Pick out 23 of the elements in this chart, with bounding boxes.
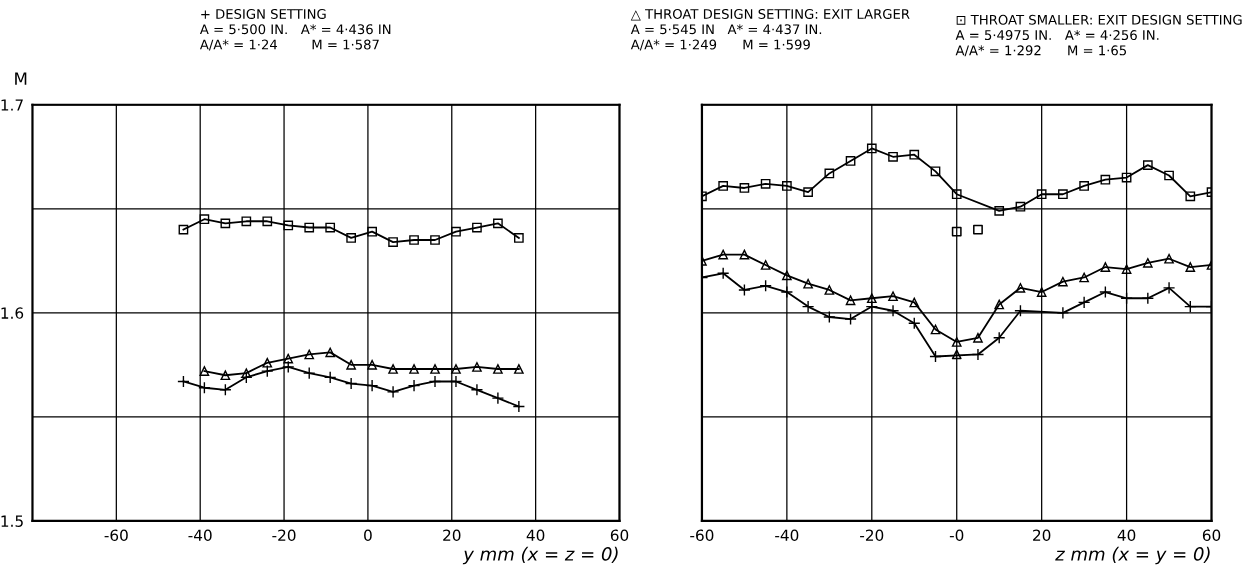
x-tick-label: -40 [188,529,212,542]
x-tick-label: -40 [775,529,799,542]
x-tick-label: 40 [526,529,545,542]
text: △ THROAT DESIGN SETTING: EXIT LARGER A = 5·545 IN A* = 4·437 IN. A/A* = 1·249 M = 1·599 [630,8,910,51]
x-tick-label: -20 [272,529,296,542]
text: ⊡ THROAT SMALLER: EXIT DESIGN SETTING A = 5·4975 IN. A* = 4·256 IN. A/A* = 1·292 M = 1·65 [955,14,1242,57]
y-tick-label: 1.7 [1,99,23,111]
x-tick-label: 0 [364,529,372,542]
x-axis-title: y mm (x = z = 0) [462,546,618,565]
x-tick-label: 20 [443,529,461,542]
x-tick-label: -60 [690,529,714,542]
x-tick-label: 60 [610,529,629,542]
x-tick-label: -20 [860,529,884,542]
y-tick-label: 1.6 [1,307,24,319]
x-axis-title: z mm (x = y = 0) [1055,546,1210,565]
x-tick-label: 40 [1117,529,1136,542]
x-tick-label: 60 [1202,529,1221,542]
text: + DESIGN SETTING A = 5·500 IN. A* = 4·436 IN A/A* = 1·24 M = 1·587 [199,8,391,51]
x-tick-label: -60 [104,529,128,542]
x-tick-label: -0 [949,529,964,542]
y-tick-label: 1.5 [1,515,23,527]
y-axis-title: M [15,72,27,85]
x-tick-label: 20 [1033,529,1051,542]
